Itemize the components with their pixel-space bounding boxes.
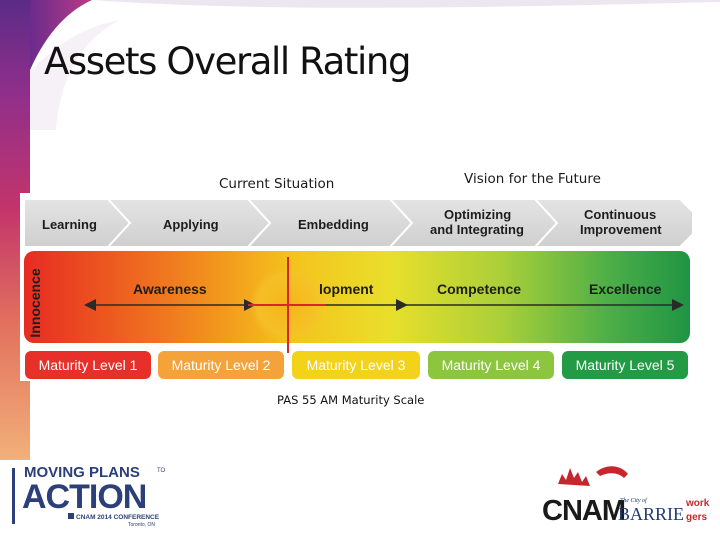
stage-continuous: Continuous (584, 207, 656, 222)
logo-side-1: work (685, 498, 710, 509)
top-swoosh-decoration (30, 0, 720, 130)
level-4-pill (428, 351, 554, 379)
stage-integrating: and Integrating (430, 222, 524, 237)
stage-applying: Applying (163, 217, 219, 232)
logo-barrie: BARRIE (618, 504, 684, 524)
level-1-pill (25, 351, 151, 379)
current-situation-label: Current Situation (219, 176, 335, 192)
stage-optimizing: Optimizing (444, 207, 511, 222)
maturity-diagram: Learning Applying Embedding Optimizing a… (20, 193, 692, 381)
stage-chevrons (23, 198, 692, 248)
cnam-barrie-logo: CNAM The City of BARRIE work gers (542, 466, 710, 527)
level-4-label: Maturity Level 4 (442, 357, 541, 373)
innocence-label: Innocence (27, 268, 43, 337)
logo-city-of: The City of (620, 497, 648, 504)
slide-title: Assets Overall Rating (44, 40, 411, 83)
logo-action: ACTION (22, 478, 146, 516)
band-development: lopment (319, 281, 374, 297)
band-awareness: Awareness (133, 281, 207, 297)
vision-future-label: Vision for the Future (464, 171, 601, 187)
band-excellence: Excellence (589, 281, 662, 297)
stage-learning: Learning (42, 217, 97, 232)
logo-moving-plans: MOVING PLANS (24, 464, 140, 481)
level-2-pill (158, 351, 284, 379)
level-1-label: Maturity Level 1 (39, 357, 138, 373)
band-competence: Competence (437, 281, 521, 297)
logo-conference: CNAM 2014 CONFERENCE (76, 514, 160, 521)
arrow-head-left (84, 299, 96, 311)
level-5-label: Maturity Level 5 (576, 357, 675, 373)
arrow-head-mid-2 (396, 299, 408, 311)
stage-improvement: Improvement (580, 222, 662, 237)
level-3-label: Maturity Level 3 (307, 357, 406, 373)
logo-side-2: gers (686, 512, 708, 523)
logo-cnam: CNAM (542, 495, 625, 527)
level-2-label: Maturity Level 2 (172, 357, 271, 373)
logo-city: Toronto, ON (128, 522, 155, 528)
stage-embedding: Embedding (298, 217, 369, 232)
scale-caption: PAS 55 AM Maturity Scale (277, 393, 425, 407)
arrow-head-right (672, 299, 684, 311)
moving-plans-action-logo: MOVING PLANS TO ACTION CNAM 2014 CONFERE… (12, 464, 166, 528)
level-3-pill (292, 351, 420, 379)
level-5-pill (562, 351, 688, 379)
maturity-gradient-band (24, 251, 690, 343)
logo-to: TO (157, 468, 166, 474)
chevron-continuous (532, 198, 692, 248)
